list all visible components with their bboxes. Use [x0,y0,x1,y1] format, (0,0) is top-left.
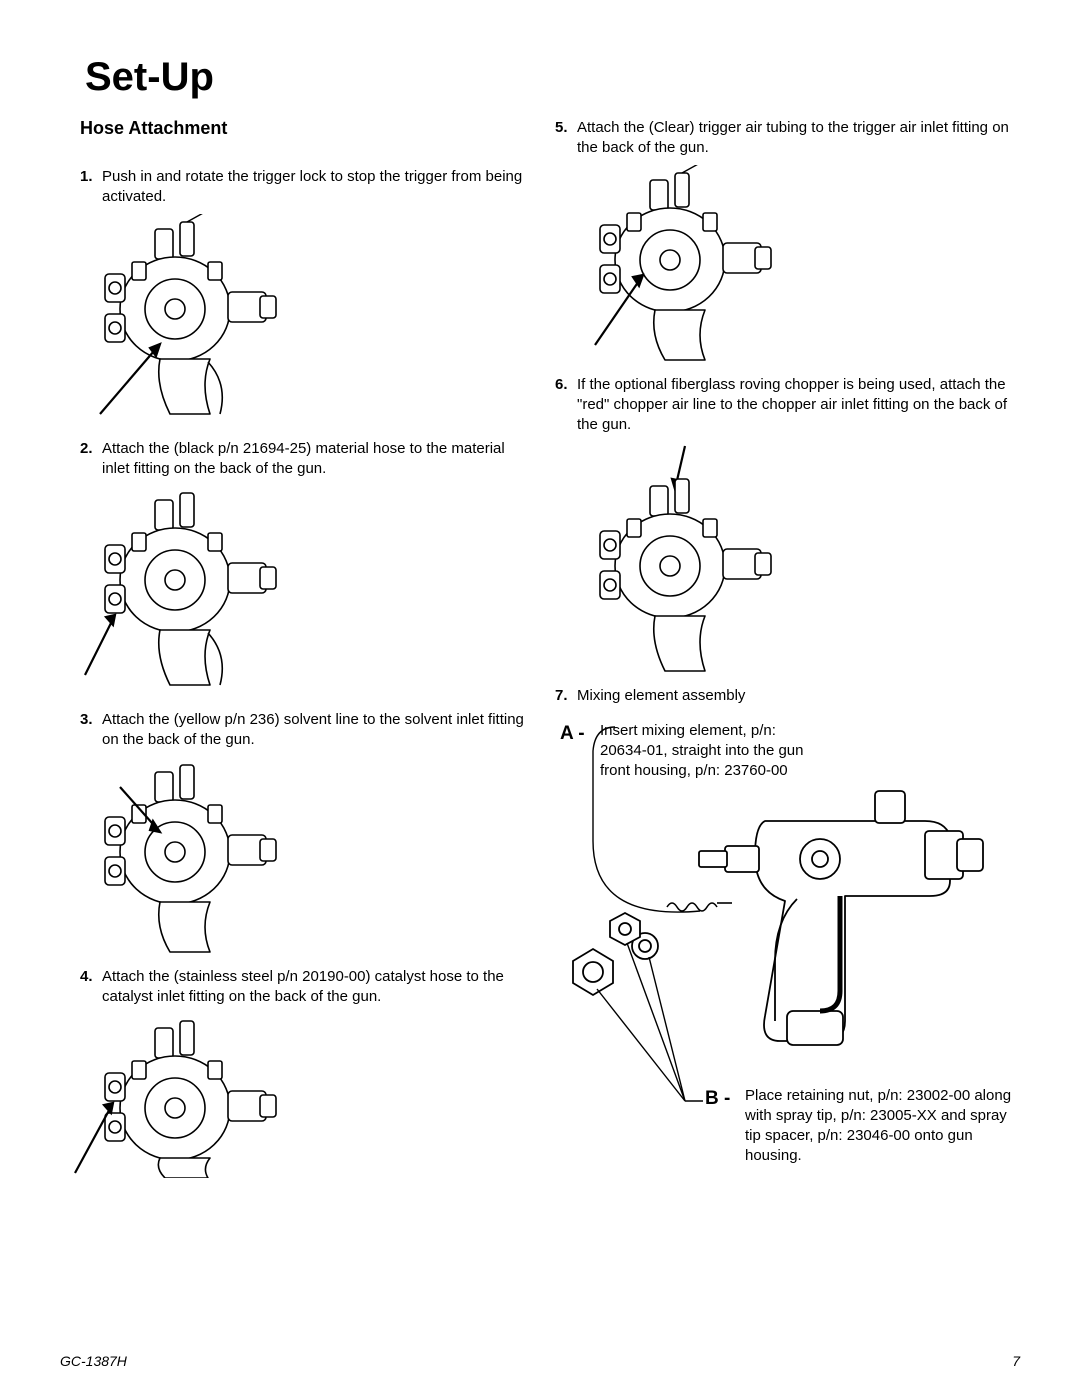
step-body: Attach the (Clear) trigger air tubing to… [577,118,1020,159]
content-columns: Hose Attachment 1. Push in and rotate th… [60,118,1020,1188]
doc-id: GC-1387H [60,1353,127,1369]
callout-a: A - Insert mixing element, p/n: 20634-01… [560,721,810,782]
right-column: 5. Attach the (Clear) trigger air tubing… [555,118,1020,1188]
step-number: 1. [80,167,102,208]
callout-b: B - Place retaining nut, p/n: 23002-00 a… [705,1086,1015,1167]
figure-gun-step3 [60,757,525,957]
step-7: 7. Mixing element assembly A - Insert mi… [555,686,1020,1150]
step-1: 1. Push in and rotate the trigger lock t… [60,167,525,429]
figure-gun-step4 [60,1013,525,1178]
callout-body: Insert mixing element, p/n: 20634-01, st… [600,721,810,782]
step-number: 7. [555,686,577,706]
figure-gun-step2 [60,485,525,700]
step-body: Mixing element assembly [577,686,1020,706]
step-number: 5. [555,118,577,159]
page-number: 7 [1012,1353,1020,1369]
callout-label: A - [560,721,600,782]
step-number: 2. [80,439,102,480]
figure-gun-step5 [555,165,1020,365]
callout-body: Place retaining nut, p/n: 23002-00 along… [745,1086,1015,1167]
step-number: 6. [555,375,577,436]
page-footer: GC-1387H 7 [60,1353,1020,1369]
callout-label: B - [705,1086,745,1167]
step-5: 5. Attach the (Clear) trigger air tubing… [555,118,1020,365]
left-column: Hose Attachment 1. Push in and rotate th… [60,118,525,1188]
step-4: 4. Attach the (stainless steel p/n 20190… [60,967,525,1179]
step-number: 4. [80,967,102,1008]
step-body: Push in and rotate the trigger lock to s… [102,167,525,208]
step-body: If the optional fiberglass roving choppe… [577,375,1020,436]
figure-gun-step1 [60,214,525,429]
step-body: Attach the (stainless steel p/n 20190-00… [102,967,525,1008]
step-body: Attach the (black p/n 21694-25) material… [102,439,525,480]
step-number: 3. [80,710,102,751]
assembly-diagram-block: A - Insert mixing element, p/n: 20634-01… [555,721,1020,1151]
figure-gun-step6 [555,441,1020,676]
step-6: 6. If the optional fiberglass roving cho… [555,375,1020,677]
step-2: 2. Attach the (black p/n 21694-25) mater… [60,439,525,701]
step-body: Attach the (yellow p/n 236) solvent line… [102,710,525,751]
page-title: Set-Up [85,55,1020,100]
step-3: 3. Attach the (yellow p/n 236) solvent l… [60,710,525,957]
section-title: Hose Attachment [80,118,525,139]
